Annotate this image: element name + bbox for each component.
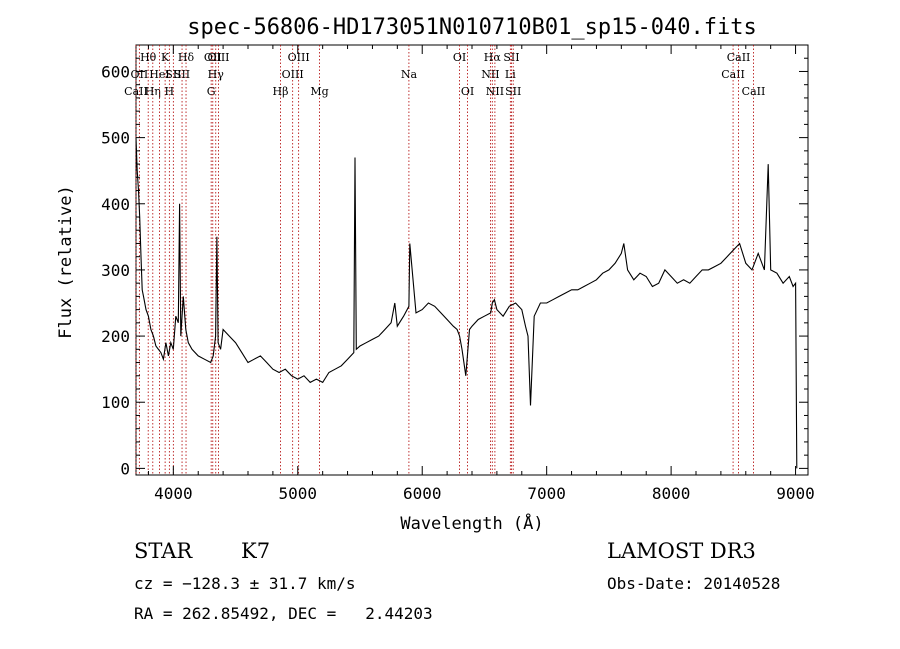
line-label: OIII xyxy=(282,68,304,81)
line-label: Mg xyxy=(310,85,328,98)
line-label: Na xyxy=(401,68,418,81)
y-axis-label: Flux (relative) xyxy=(56,185,76,339)
line-label: Hα xyxy=(484,51,502,64)
line-label: OIII xyxy=(207,51,229,64)
line-label: OI xyxy=(461,85,474,98)
y-tick-label: 300 xyxy=(101,261,130,280)
line-label: SII xyxy=(174,68,190,81)
line-label: Hδ xyxy=(178,51,195,64)
plot-frame xyxy=(135,44,809,476)
line-label: NII xyxy=(486,85,504,98)
line-label: NII xyxy=(481,68,499,81)
line-label: OIII xyxy=(288,51,310,64)
coordinates: RA = 262.85492, DEC = 2.44203 xyxy=(134,604,433,623)
object-class: STAR xyxy=(134,539,193,563)
line-label: H xyxy=(165,85,175,98)
y-tick-label: 500 xyxy=(101,129,130,148)
x-tick-label: 8000 xyxy=(652,484,691,503)
line-label: CaII xyxy=(742,85,766,98)
y-axis: 0 100 200 300 400 500 600 xyxy=(101,57,808,478)
object-subclass: K7 xyxy=(241,539,271,563)
x-axis-label: Wavelength (Å) xyxy=(400,512,543,534)
x-tick-label: 7000 xyxy=(527,484,566,503)
chart-title: spec-56806-HD173051N010710B01_sp15-040.f… xyxy=(187,15,757,40)
observation-date: Obs-Date: 20140528 xyxy=(607,574,781,593)
line-label: HeI xyxy=(149,68,169,81)
line-label: CaII xyxy=(124,85,148,98)
line-label: SII xyxy=(165,68,181,81)
line-label: CaII xyxy=(727,51,751,64)
y-tick-label: 200 xyxy=(101,327,130,346)
line-label: Li xyxy=(505,68,516,81)
x-tick-label: 9000 xyxy=(776,484,815,503)
x-axis: 4000 5000 6000 7000 8000 9000 xyxy=(147,45,815,503)
line-label: OI xyxy=(453,51,466,64)
line-label: OII xyxy=(131,68,149,81)
line-label: Hβ xyxy=(273,85,289,98)
line-label: Hγ xyxy=(208,68,225,81)
y-tick-label: 0 xyxy=(120,459,130,478)
line-label: G xyxy=(207,85,216,98)
line-label: SII xyxy=(503,51,519,64)
line-label: SII xyxy=(505,85,521,98)
flux-series-line xyxy=(135,137,798,469)
x-tick-label: 4000 xyxy=(154,484,193,503)
line-label: CaII xyxy=(721,68,745,81)
y-tick-label: 100 xyxy=(101,393,130,412)
y-tick-label: 400 xyxy=(101,195,130,214)
survey-name: LAMOST DR3 xyxy=(607,539,756,563)
y-tick-label: 600 xyxy=(101,62,130,81)
line-label: Hθ xyxy=(140,51,157,64)
line-label: OII xyxy=(204,51,222,64)
redshift-value: cz = −128.3 ± 31.7 km/s xyxy=(134,574,356,593)
x-tick-label: 5000 xyxy=(279,484,318,503)
line-label: Hη xyxy=(145,85,161,98)
line-label: K xyxy=(161,51,170,64)
x-tick-label: 6000 xyxy=(403,484,442,503)
spectral-line-markers: CaII OII Hθ Hη HeI K H SII Hδ SII G OII Hγ OIII Hβ OIII… xyxy=(124,45,765,475)
